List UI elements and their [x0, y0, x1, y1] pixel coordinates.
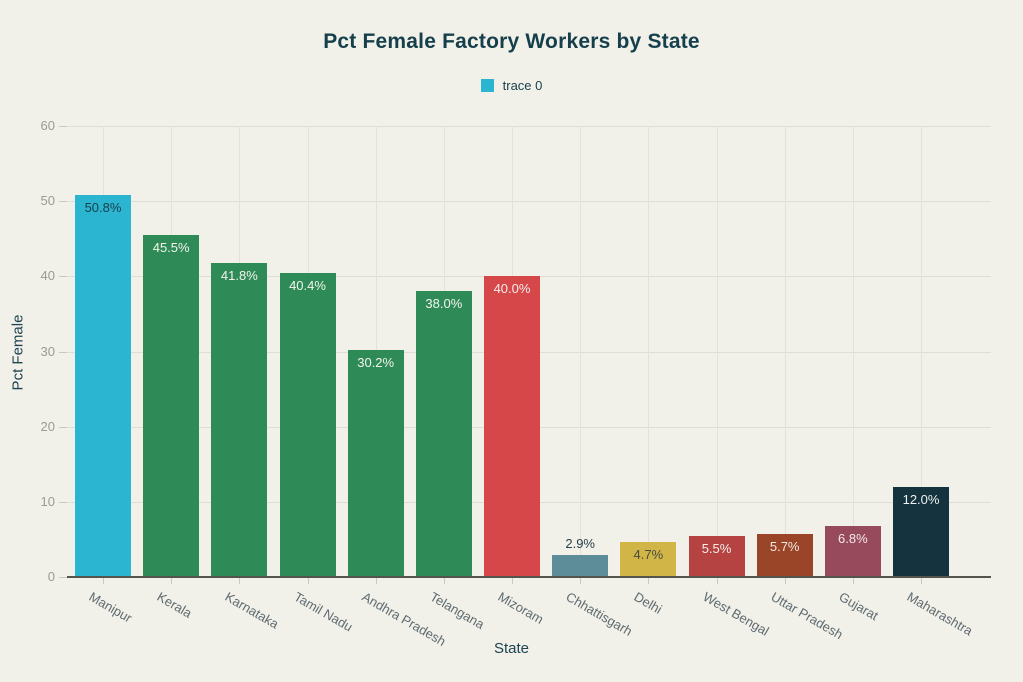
h-gridline [67, 201, 991, 203]
bar-value-label: 5.5% [701, 540, 732, 556]
x-tick-mark [443, 578, 445, 584]
bar-value-label: 40.0% [493, 281, 531, 297]
h-gridline [67, 126, 991, 127]
bar-delhi[interactable] [620, 541, 677, 577]
y-tick-mark [59, 276, 67, 278]
x-tick-mark [171, 578, 173, 584]
y-tick-mark [59, 126, 67, 127]
y-tick-mark [59, 201, 67, 203]
bar-uttar-pradesh[interactable] [756, 534, 813, 577]
bar-value-label: 45.5% [152, 239, 190, 255]
bar-west-bengal[interactable] [688, 535, 745, 577]
x-tick-label: Kerala [154, 589, 195, 621]
v-gridline [852, 126, 854, 577]
x-tick-label: Tamil Nadu [291, 589, 355, 635]
bar-andhra-pradesh[interactable] [347, 349, 404, 577]
x-tick-mark [103, 578, 104, 584]
bar-value-label: 4.7% [633, 546, 664, 562]
bar-value-label: 41.8% [220, 267, 258, 283]
x-tick-mark [512, 578, 514, 584]
y-tick-mark [59, 501, 67, 503]
x-tick-mark [580, 578, 582, 584]
y-tick-label: 60 [40, 118, 55, 133]
y-tick-mark [59, 426, 67, 428]
v-gridline [716, 126, 718, 577]
x-tick-mark [239, 578, 241, 584]
y-tick-mark [59, 351, 67, 353]
bar-mizoram[interactable] [484, 276, 541, 577]
bar-value-label: 6.8% [838, 530, 868, 546]
bar-value-label: 5.7% [769, 539, 800, 555]
bar-value-label: 12.0% [902, 491, 940, 507]
x-tick-mark [921, 578, 923, 584]
bar-karnataka[interactable] [211, 262, 268, 577]
bar-value-label: 40.4% [289, 278, 326, 294]
legend-item-trace-0[interactable]: trace 0 [480, 78, 543, 93]
bar-tamil-nadu[interactable] [279, 273, 336, 577]
bar-gujarat[interactable] [824, 525, 881, 577]
x-tick-label: Manipur [86, 589, 135, 626]
v-gridline [580, 126, 582, 577]
x-axis-line [67, 576, 991, 578]
bar-maharashtra[interactable] [893, 486, 950, 577]
x-tick-label: Uttar Pradesh [768, 589, 846, 643]
v-gridline [784, 126, 786, 577]
legend: trace 0 [0, 78, 1023, 93]
x-tick-mark [852, 578, 854, 584]
bar-chhattisgarh[interactable] [552, 555, 609, 577]
x-tick-mark [648, 578, 650, 584]
y-tick-label: 0 [47, 569, 55, 584]
x-tick-label: Telangana [427, 589, 487, 632]
x-tick-label: Delhi [631, 589, 666, 617]
x-tick-label: Maharashtra [904, 589, 976, 639]
v-gridline [648, 126, 650, 577]
bar-manipur[interactable] [75, 195, 131, 577]
x-axis-title: State [493, 640, 530, 657]
legend-swatch-icon [480, 79, 494, 92]
y-tick-label: 30 [40, 343, 55, 359]
x-tick-label: Mizoram [495, 589, 547, 627]
y-tick-label: 50 [40, 193, 55, 209]
x-tick-label: West Bengal [700, 589, 772, 639]
legend-item-label: trace 0 [502, 78, 543, 93]
x-tick-label: Gujarat [836, 589, 881, 624]
bar-value-label: 50.8% [84, 200, 122, 216]
y-tick-mark [59, 577, 67, 578]
bar-kerala[interactable] [143, 234, 200, 577]
bar-telangana[interactable] [415, 291, 472, 577]
x-tick-label: Chhattisgarh [563, 589, 636, 639]
x-tick-label: Karnataka [222, 589, 282, 632]
x-tick-mark [716, 578, 718, 584]
v-gridline [921, 126, 923, 577]
x-tick-mark [784, 578, 786, 584]
bar-value-label: 2.9% [565, 536, 595, 552]
x-tick-mark [307, 578, 309, 584]
chart-title: Pct Female Factory Workers by State [323, 30, 700, 53]
bar-value-label: 30.2% [357, 354, 395, 370]
y-tick-label: 40 [40, 268, 55, 284]
y-tick-label: 10 [40, 493, 55, 509]
y-tick-label: 20 [40, 418, 55, 434]
x-tick-mark [375, 578, 377, 584]
bar-value-label: 38.0% [425, 296, 463, 312]
